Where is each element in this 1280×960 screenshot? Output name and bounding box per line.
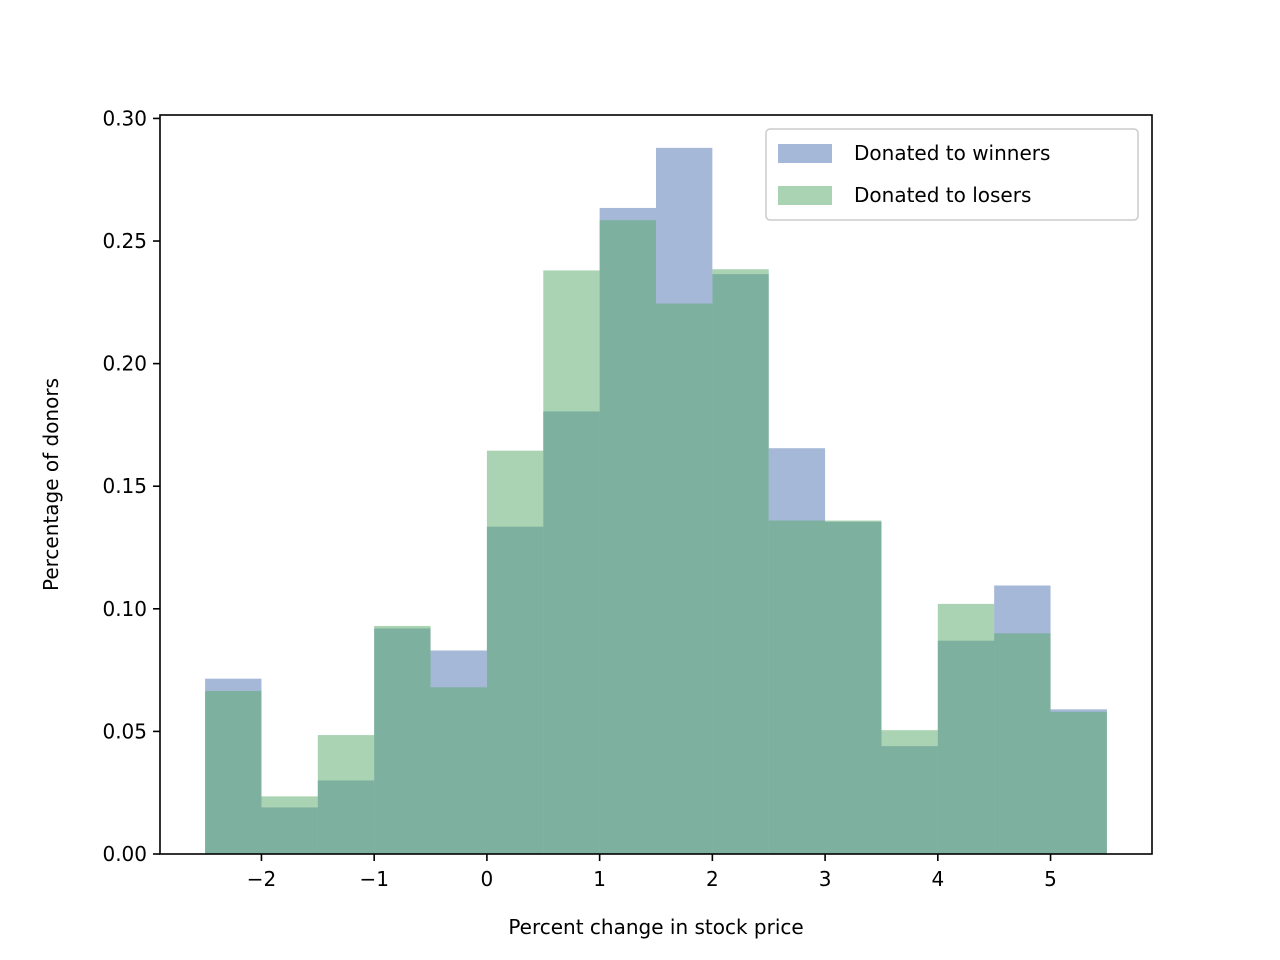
x-tick-label: −1 [359, 867, 388, 891]
histogram-bar [430, 687, 487, 854]
histogram-bar [374, 625, 431, 854]
histogram-bar [317, 735, 375, 854]
legend: Donated to winners Donated to losers [765, 128, 1139, 221]
histogram-bar [937, 603, 995, 854]
x-axis-label: Percent change in stock price [508, 915, 803, 939]
y-tick-label: 0.25 [102, 229, 147, 253]
y-tick-label: 0.00 [102, 842, 147, 866]
x-tick-label: 2 [706, 867, 719, 891]
x-tick-label: 1 [593, 867, 606, 891]
histogram-bar [656, 303, 713, 855]
x-axis-ticks: −2 −1 0 1 2 3 4 5 [247, 854, 1057, 891]
histogram-bar [205, 690, 262, 854]
y-tick-label: 0.30 [102, 106, 147, 130]
y-tick-label: 0.10 [102, 597, 147, 621]
histogram-bar [543, 270, 600, 854]
histogram-bar [599, 220, 656, 854]
y-tick-label: 0.20 [102, 352, 147, 376]
histogram-bar [1050, 711, 1107, 854]
legend-label-losers: Donated to losers [854, 183, 1031, 207]
y-tick-label: 0.15 [102, 474, 147, 498]
histogram-bar [712, 269, 769, 854]
histogram-bar [486, 450, 544, 854]
x-tick-label: 5 [1044, 867, 1057, 891]
plot-area-frame [159, 114, 1153, 855]
histogram-bar [825, 520, 882, 854]
x-tick-label: 3 [819, 867, 832, 891]
legend-swatch-losers [778, 186, 832, 205]
histogram-bar [261, 796, 318, 854]
x-tick-label: −2 [247, 867, 276, 891]
legend-swatch-winners [778, 144, 832, 163]
legend-label-winners: Donated to winners [854, 141, 1050, 165]
histogram-bar [881, 730, 938, 854]
y-tick-label: 0.05 [102, 719, 147, 743]
histogram-bar [994, 633, 1051, 854]
y-axis-label: Percentage of donors [39, 378, 63, 591]
histogram-bar [768, 520, 826, 854]
x-tick-label: 4 [931, 867, 944, 891]
legend-box [765, 128, 1139, 221]
bars-layer [205, 147, 1107, 855]
x-tick-label: 0 [481, 867, 494, 891]
series-1 [205, 220, 1107, 855]
y-axis-ticks: 0.00 0.05 0.10 0.15 0.20 0.25 0.30 [102, 106, 160, 866]
